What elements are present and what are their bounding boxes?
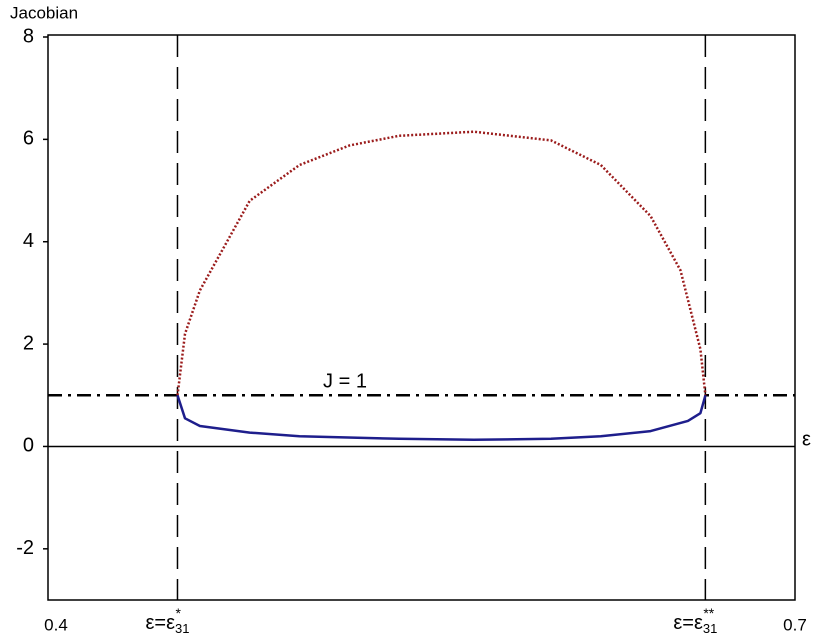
x-tick-label: 0.4 [44,615,68,634]
plot-frame [47,34,796,601]
label-main: ε=ε [673,612,703,634]
vertical-line-label: ε=ε31** [673,605,717,637]
y-tick-label: -2 [16,537,34,559]
curve [176,394,707,442]
label-main: ε=ε [145,612,175,634]
x-tick-label: 0.7 [783,615,807,634]
label-sub: 31 [703,621,717,636]
reference-label: J = 1 [323,371,367,393]
label-sub: 31 [175,621,189,636]
y-tick-label: 6 [23,128,34,150]
label-sup: ** [703,605,714,621]
y-tick-label: 8 [23,25,34,47]
x-axis-label: ε [802,428,811,450]
y-axis-label: Jacobian [10,3,78,22]
label-sup: * [175,605,181,621]
y-tick-label: 0 [23,435,34,457]
y-tick-label: 2 [23,332,34,354]
curve [176,130,707,396]
y-tick-label: 4 [23,230,34,252]
vertical-line-label: ε=ε31* [145,605,189,637]
